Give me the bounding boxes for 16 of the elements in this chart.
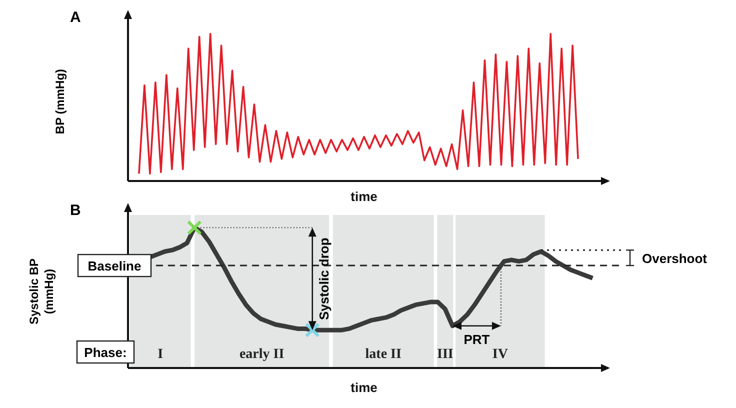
y-axis-title: BP (mmHg) <box>53 68 67 134</box>
annotation: early II <box>239 347 284 362</box>
annotation: III <box>437 347 454 362</box>
annotation: IV <box>492 347 508 362</box>
annotation: PRT <box>464 332 490 347</box>
y-axis-title: Systolic BP (mmHg) <box>27 258 56 325</box>
annotation: Systolic drop <box>316 238 332 320</box>
annotation: I <box>158 347 164 362</box>
annotation: late II <box>365 347 402 362</box>
x-axis-title: time <box>350 189 378 204</box>
x-axis-title: time <box>350 380 378 395</box>
ref-line-label: Baseline <box>88 258 142 274</box>
chart-title: A <box>70 9 81 26</box>
text: Phase: <box>84 345 127 360</box>
chart-title: B <box>70 202 81 219</box>
ref-line-label: Overshoot <box>642 250 708 266</box>
